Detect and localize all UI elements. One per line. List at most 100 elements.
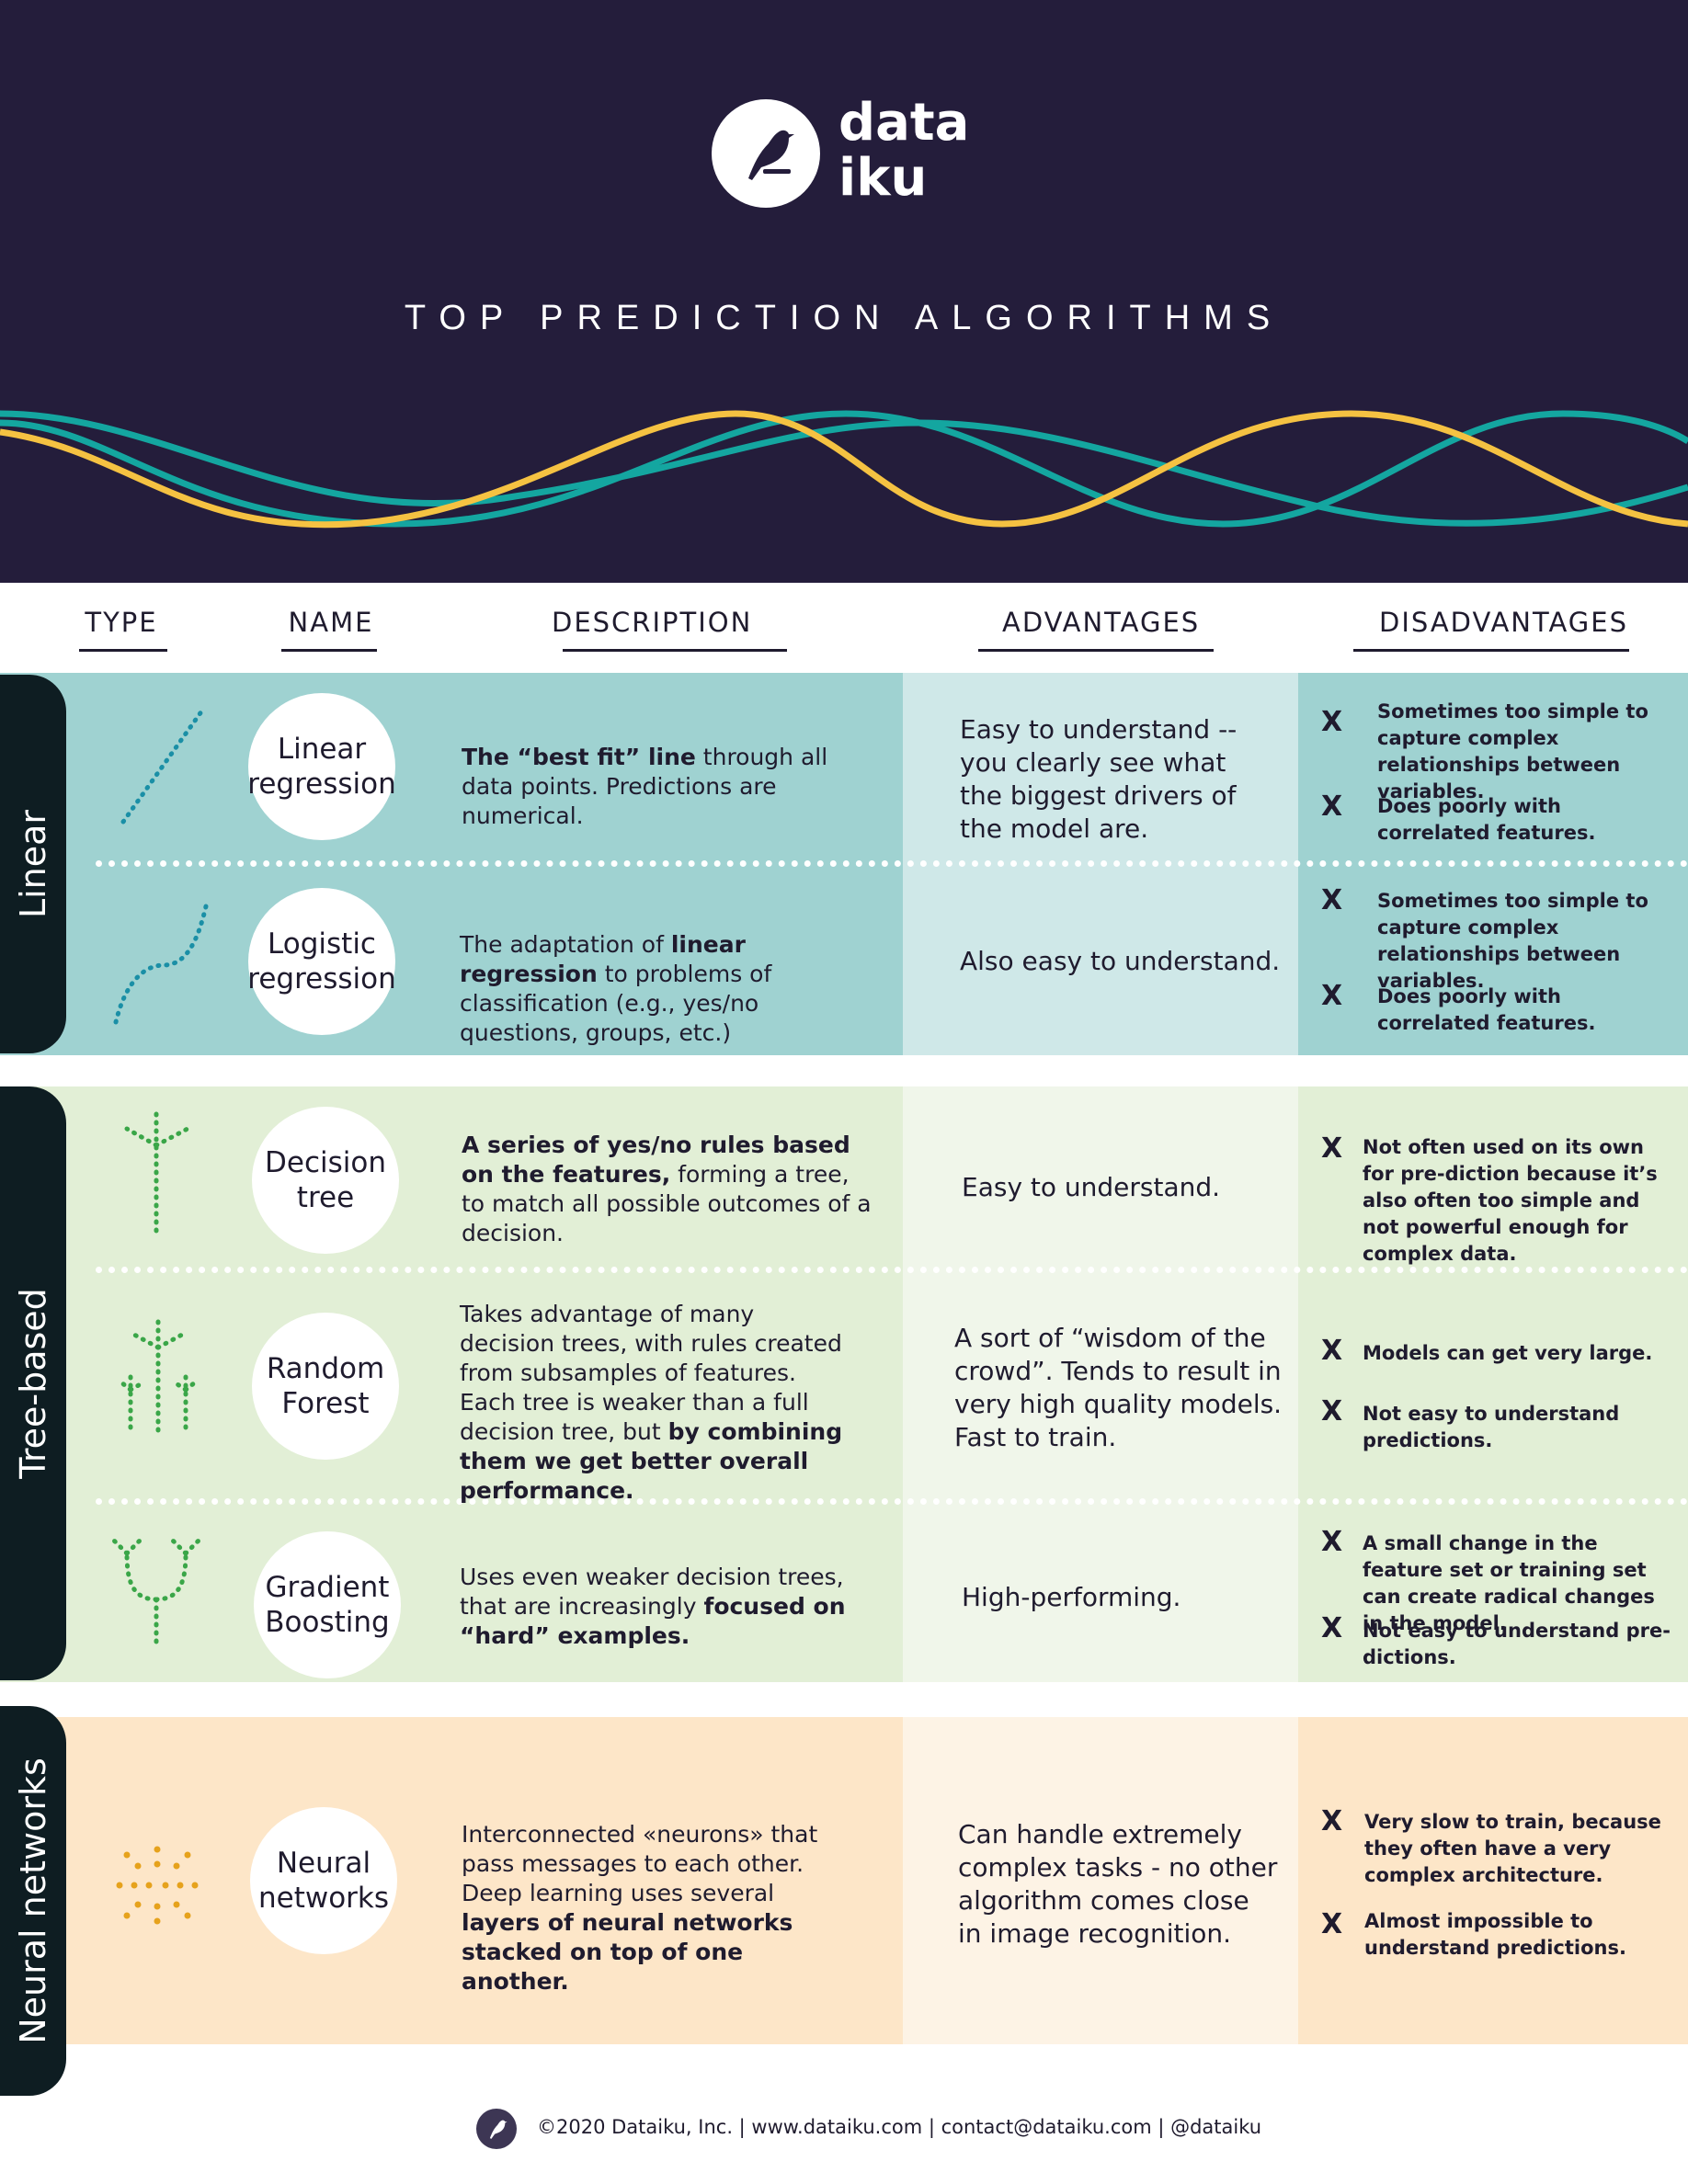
name-decision-tree: Decision tree — [252, 1107, 399, 1254]
neural-network-icon — [116, 1846, 199, 1925]
description-logistic-regression: The adaptation of linear regression to p… — [460, 930, 873, 1048]
description-bold: focused on “hard” examples. — [460, 1593, 846, 1649]
name-line-1: Gradient — [265, 1571, 390, 1604]
description-bold: A series of yes/no rules based on the fe… — [462, 1132, 850, 1188]
group-label-neural-text: Neural networks — [13, 1757, 53, 2044]
row-divider — [96, 860, 1688, 867]
name-line-1: Logistic — [268, 927, 376, 961]
tree-disadvantages-bg — [1298, 1086, 1688, 1682]
advantage-linear-regression: Easy to understand -- you clearly see wh… — [960, 714, 1237, 844]
dataiku-logo-icon — [712, 99, 820, 208]
description-bold: by combining them we get better overall … — [460, 1418, 843, 1504]
tree-advantages-bg — [903, 1086, 1298, 1682]
disadvantage-x-icon: X — [1321, 1395, 1343, 1428]
disadvantage-random-forest-1: Models can get very large. — [1363, 1342, 1653, 1364]
yellow-wave — [0, 410, 1688, 529]
description-random-forest: Takes advantage of many decision trees, … — [460, 1300, 855, 1506]
name-line-1: Decision — [265, 1146, 386, 1179]
disadvantage-neural-networks-1: Very slow to train, because they often h… — [1364, 1811, 1661, 1886]
row-divider — [96, 1267, 1688, 1273]
disadvantage-decision-tree-1: Not often used on its own for pre-dictio… — [1363, 1136, 1658, 1265]
disadvantage-x-icon: X — [1321, 706, 1343, 738]
description-linear-regression: The “best fit” line through all data poi… — [462, 743, 866, 831]
disadvantage-x-icon: X — [1321, 1612, 1343, 1644]
column-header-type: TYPE — [85, 607, 158, 638]
name-line-2: Forest — [281, 1387, 370, 1420]
random-forest-icon — [120, 1319, 197, 1437]
group-label-linear-text: Linear — [13, 809, 53, 919]
footer-contact-text: ©2020 Dataiku, Inc. | www.dataiku.com | … — [537, 2116, 1262, 2138]
disadvantage-x-icon: X — [1321, 791, 1343, 823]
name-line-2: regression — [247, 768, 396, 801]
column-underline-type — [79, 649, 167, 652]
name-random-forest: Random Forest — [252, 1313, 399, 1460]
group-label-tree-text: Tree-based — [13, 1288, 53, 1479]
disadvantage-x-icon: X — [1321, 980, 1343, 1012]
disadvantage-x-icon: X — [1321, 884, 1343, 916]
disadvantage-neural-networks-2: Almost impossible to understand predicti… — [1364, 1910, 1626, 1959]
advantage-decision-tree: Easy to understand. — [962, 1172, 1221, 1202]
name-linear-regression: Linear regression — [247, 693, 396, 840]
description-bold: layers of neural networks stacked on top… — [462, 1909, 793, 1995]
name-logistic-regression: Logistic regression — [247, 888, 396, 1035]
description-bold: The “best fit” line — [462, 744, 696, 770]
name-line-2: tree — [296, 1181, 355, 1214]
name-line-2: regression — [247, 962, 396, 995]
description-text: through all data points. Predictions are… — [462, 744, 828, 829]
description-text: The adaptation of — [460, 931, 671, 958]
column-underline-advantages — [978, 649, 1214, 652]
footer-logo-icon — [476, 2109, 517, 2149]
disadvantage-gradient-boosting-1: A small change in the feature set or tra… — [1363, 1532, 1655, 1634]
column-header-description: DESCRIPTION — [552, 607, 753, 638]
column-header-disadvantages: DISADVANTAGES — [1379, 607, 1628, 638]
disadvantage-x-icon: X — [1321, 1908, 1343, 1940]
disadvantage-x-icon: X — [1321, 1335, 1343, 1367]
description-text: Takes advantage of many decision trees, … — [460, 1301, 842, 1445]
decision-tree-icon — [124, 1111, 190, 1240]
column-underline-disadvantages — [1353, 649, 1629, 652]
advantage-neural-networks: Can handle extremely complex tasks - no … — [958, 1819, 1278, 1949]
disadvantage-logistic-regression-1: Sometimes too simple to capture complex … — [1377, 890, 1648, 992]
disadvantage-random-forest-2: Not easy to understand predictions. — [1363, 1403, 1620, 1451]
disadvantage-x-icon: X — [1321, 1805, 1343, 1837]
name-line-1: Neural — [276, 1847, 371, 1880]
logistic-curve-icon — [113, 904, 209, 1025]
group-label-neural-networks: Neural networks — [0, 1706, 66, 2096]
neural-section-bg — [0, 1717, 903, 2044]
advantage-logistic-regression: Also easy to understand. — [960, 946, 1281, 976]
description-bold: linear regression — [460, 931, 746, 987]
disadvantage-x-icon: X — [1321, 1526, 1343, 1558]
description-text: to problems of classification (e.g., yes… — [460, 961, 772, 1046]
column-underline-description — [563, 649, 787, 652]
group-label-linear: Linear — [0, 675, 66, 1053]
name-gradient-boosting: Gradient Boosting — [254, 1531, 401, 1678]
name-line-2: networks — [257, 1882, 390, 1915]
tree-section-bg — [0, 1086, 903, 1682]
name-line-1: Random — [266, 1352, 385, 1385]
name-neural-networks: Neural networks — [250, 1807, 397, 1954]
wordmark-line-2: iku — [838, 148, 928, 208]
dataiku-wordmark: data iku — [838, 96, 969, 206]
neural-advantages-bg — [903, 1717, 1298, 2044]
linear-line-icon — [120, 705, 207, 825]
disadvantage-x-icon: X — [1321, 1132, 1343, 1165]
row-divider — [96, 1498, 1688, 1505]
name-line-1: Linear — [277, 733, 367, 766]
description-text: forming a tree, to match all possible ou… — [462, 1161, 872, 1246]
description-text: Interconnected «neurons» that pass messa… — [462, 1821, 818, 1906]
wave-decoration — [0, 410, 1688, 529]
column-header-name: NAME — [288, 607, 374, 638]
neural-disadvantages-bg — [1298, 1717, 1688, 2044]
column-underline-name — [281, 649, 377, 652]
page-title: TOP PREDICTION ALGORITHMS — [404, 299, 1284, 337]
advantage-gradient-boosting: High-performing. — [962, 1582, 1181, 1612]
disadvantage-gradient-boosting-2: Not easy to understand pre-dictions. — [1363, 1620, 1671, 1668]
disadvantage-linear-regression-2: Does poorly with correlated features. — [1377, 795, 1596, 844]
disadvantage-linear-regression-1: Sometimes too simple to capture complex … — [1377, 700, 1648, 802]
description-neural-networks: Interconnected «neurons» that pass messa… — [462, 1820, 848, 1996]
description-gradient-boosting: Uses even weaker decision trees, that ar… — [460, 1563, 864, 1651]
name-line-2: Boosting — [265, 1606, 390, 1639]
wordmark-line-1: data — [838, 93, 970, 153]
gradient-boosting-icon — [111, 1538, 201, 1650]
group-label-tree-based: Tree-based — [0, 1086, 66, 1680]
